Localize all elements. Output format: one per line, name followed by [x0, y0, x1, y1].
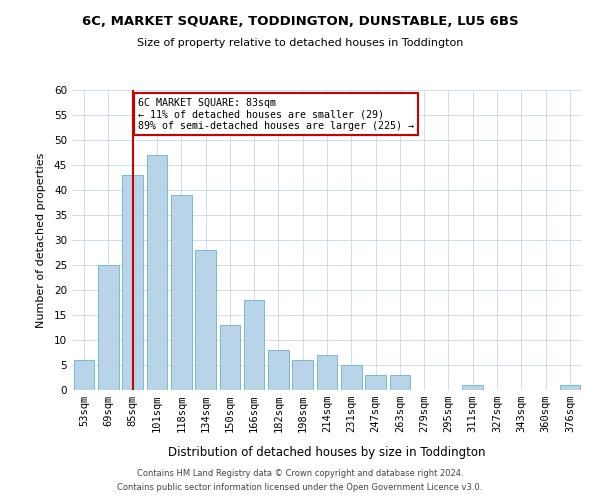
Bar	[268, 350, 289, 390]
Bar	[292, 360, 313, 390]
Bar	[171, 195, 191, 390]
Bar	[463, 385, 483, 390]
Bar	[244, 300, 265, 390]
X-axis label: Distribution of detached houses by size in Toddington: Distribution of detached houses by size …	[168, 446, 486, 459]
Text: 6C, MARKET SQUARE, TODDINGTON, DUNSTABLE, LU5 6BS: 6C, MARKET SQUARE, TODDINGTON, DUNSTABLE…	[82, 15, 518, 28]
Bar	[146, 155, 167, 390]
Bar	[341, 365, 362, 390]
Bar	[317, 355, 337, 390]
Bar	[195, 250, 216, 390]
Text: Contains public sector information licensed under the Open Government Licence v3: Contains public sector information licen…	[118, 484, 482, 492]
Bar	[365, 375, 386, 390]
Bar	[74, 360, 94, 390]
Bar	[560, 385, 580, 390]
Y-axis label: Number of detached properties: Number of detached properties	[35, 152, 46, 328]
Text: Contains HM Land Registry data © Crown copyright and database right 2024.: Contains HM Land Registry data © Crown c…	[137, 468, 463, 477]
Bar	[389, 375, 410, 390]
Bar	[122, 175, 143, 390]
Text: Size of property relative to detached houses in Toddington: Size of property relative to detached ho…	[137, 38, 463, 48]
Text: 6C MARKET SQUARE: 83sqm
← 11% of detached houses are smaller (29)
89% of semi-de: 6C MARKET SQUARE: 83sqm ← 11% of detache…	[137, 98, 413, 130]
Bar	[220, 325, 240, 390]
Bar	[98, 265, 119, 390]
